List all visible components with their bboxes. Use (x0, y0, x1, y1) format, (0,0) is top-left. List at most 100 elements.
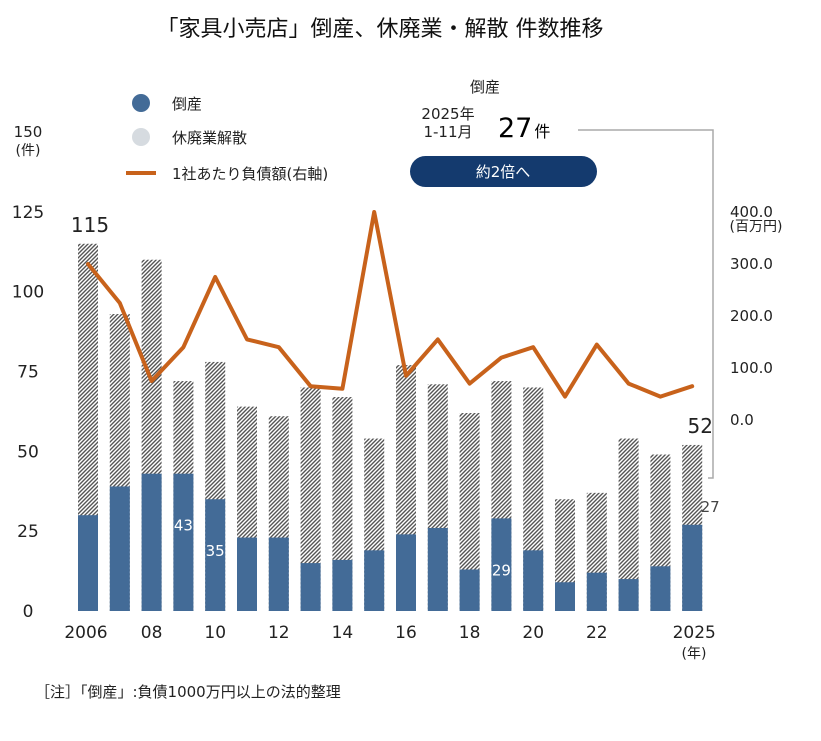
bankruptcy-data-label: 43 (174, 517, 193, 535)
closure-data-label: 115 (71, 213, 109, 237)
right-tick-label: 0.0 (730, 411, 754, 429)
x-tick-label: 2006 (64, 623, 107, 643)
left-axis-ticks: 0 25 50 75 100 125 (12, 203, 44, 622)
right-axis-unit: (百万円) (730, 219, 783, 235)
debt-point (372, 210, 376, 214)
left-tick-label: 125 (12, 203, 44, 223)
legend-swatch-bankruptcy (132, 94, 150, 112)
data-labels: 43 35 29 14 27 115 52 (71, 213, 720, 628)
debt-point (150, 379, 154, 383)
debt-line (86, 210, 695, 399)
debt-point (277, 345, 281, 349)
bankruptcy-bar (491, 518, 512, 611)
right-tick-label: 300.0 (730, 255, 773, 273)
bankruptcy-bar (300, 563, 321, 611)
callout-count-number: 27 (498, 113, 532, 144)
bankruptcy-data-label: 14 (651, 609, 670, 627)
callout-badge (410, 156, 597, 187)
x-tick-label: 10 (204, 623, 226, 643)
bankruptcy-data-label: 35 (206, 542, 225, 560)
legend-label-closure: 休廃業解散 (172, 129, 247, 147)
debt-point (309, 384, 313, 388)
x-tick-label: 12 (268, 623, 290, 643)
bankruptcy-data-label: 27 (701, 498, 720, 516)
x-tick-label: 18 (459, 623, 481, 643)
bankruptcy-bar (459, 569, 480, 611)
bankruptcy-bar (427, 527, 448, 611)
debt-point (86, 262, 90, 266)
legend-swatch-closure (132, 128, 150, 146)
x-tick-label: 20 (522, 623, 544, 643)
debt-point (595, 343, 599, 347)
debt-point (436, 337, 440, 341)
debt-point (563, 395, 567, 399)
callout-count-unit: 件 (534, 122, 550, 141)
bankruptcy-bar (205, 499, 226, 611)
bankruptcy-bar (555, 582, 575, 611)
debt-point (468, 382, 472, 386)
chart-title: 「家具小売店」倒産、休廃業・解散 件数推移 (157, 17, 604, 42)
x-tick-label: 16 (395, 623, 417, 643)
bankruptcy-bar (618, 579, 639, 611)
debt-point (627, 382, 631, 386)
closure-bar (332, 397, 353, 611)
debt-point (531, 345, 535, 349)
x-axis-unit: (年) (682, 646, 707, 662)
right-axis-ticks: 0.0 100.0 200.0 300.0 400.0 (730, 203, 773, 429)
callout-badge-label: 約2倍へ (476, 163, 531, 181)
bankruptcy-bar (650, 566, 671, 611)
left-tick-label: 100 (12, 283, 44, 303)
footnote: ［注］「倒産」:負債1000万円以上の法的整理 (35, 683, 341, 701)
bankruptcy-bars (78, 473, 703, 611)
bankruptcy-bar (396, 534, 416, 611)
bankruptcy-bar (586, 572, 607, 611)
x-tick-label: 2025 (673, 623, 716, 643)
debt-point (404, 374, 408, 378)
x-tick-label: 14 (332, 623, 354, 643)
right-tick-label: 100.0 (730, 359, 773, 377)
callout-header: 倒産 (470, 78, 500, 96)
debt-point (181, 345, 185, 349)
closure-bar (618, 438, 639, 611)
legend-label-bankruptcy: 倒産 (172, 95, 202, 113)
bankruptcy-bar (523, 550, 544, 611)
x-tick-label: 08 (141, 623, 163, 643)
left-tick-label: 50 (17, 442, 39, 462)
bankruptcy-bar (268, 537, 289, 611)
left-axis-unit: (件) (16, 143, 41, 159)
callout: 倒産 2025年 1-11月 27 件 約2倍へ (410, 78, 714, 479)
debt-point (340, 387, 344, 391)
bankruptcy-data-label: 29 (492, 561, 511, 579)
callout-count: 27 件 (498, 113, 550, 144)
x-axis-ticks: 2006 08 10 12 14 16 18 20 22 2025 (64, 623, 715, 643)
closure-bar (300, 387, 321, 611)
bankruptcy-bar (78, 515, 98, 611)
debt-point (658, 395, 662, 399)
right-tick-label: 200.0 (730, 307, 773, 325)
bankruptcy-bar (237, 537, 257, 611)
closure-data-label: 52 (687, 414, 712, 438)
debt-point (499, 356, 503, 360)
bankruptcy-bar (682, 524, 703, 611)
debt-point (213, 275, 217, 279)
debt-line-layer (86, 210, 695, 399)
closure-bar (459, 413, 480, 611)
left-tick-label: 25 (17, 522, 39, 542)
callout-period-line1: 2025年 (421, 105, 474, 123)
debt-point (245, 337, 249, 341)
left-tick-label: 0 (23, 602, 34, 622)
callout-period-line2: 1-11月 (423, 123, 472, 141)
left-tick-label: 75 (17, 363, 39, 383)
bankruptcy-bar (364, 550, 385, 611)
callout-connector (578, 129, 714, 479)
debt-point (118, 301, 122, 305)
bankruptcy-bar (141, 473, 162, 611)
debt-point (690, 384, 694, 388)
right-tick-label: 400.0 (730, 203, 773, 221)
x-tick-label: 22 (586, 623, 608, 643)
legend-label-debt: 1社あたり負債額(右軸) (172, 165, 328, 183)
bankruptcy-bar (332, 559, 353, 611)
bankruptcy-bar (173, 473, 194, 611)
legend: 倒産 休廃業解散 1社あたり負債額(右軸) (126, 94, 328, 183)
